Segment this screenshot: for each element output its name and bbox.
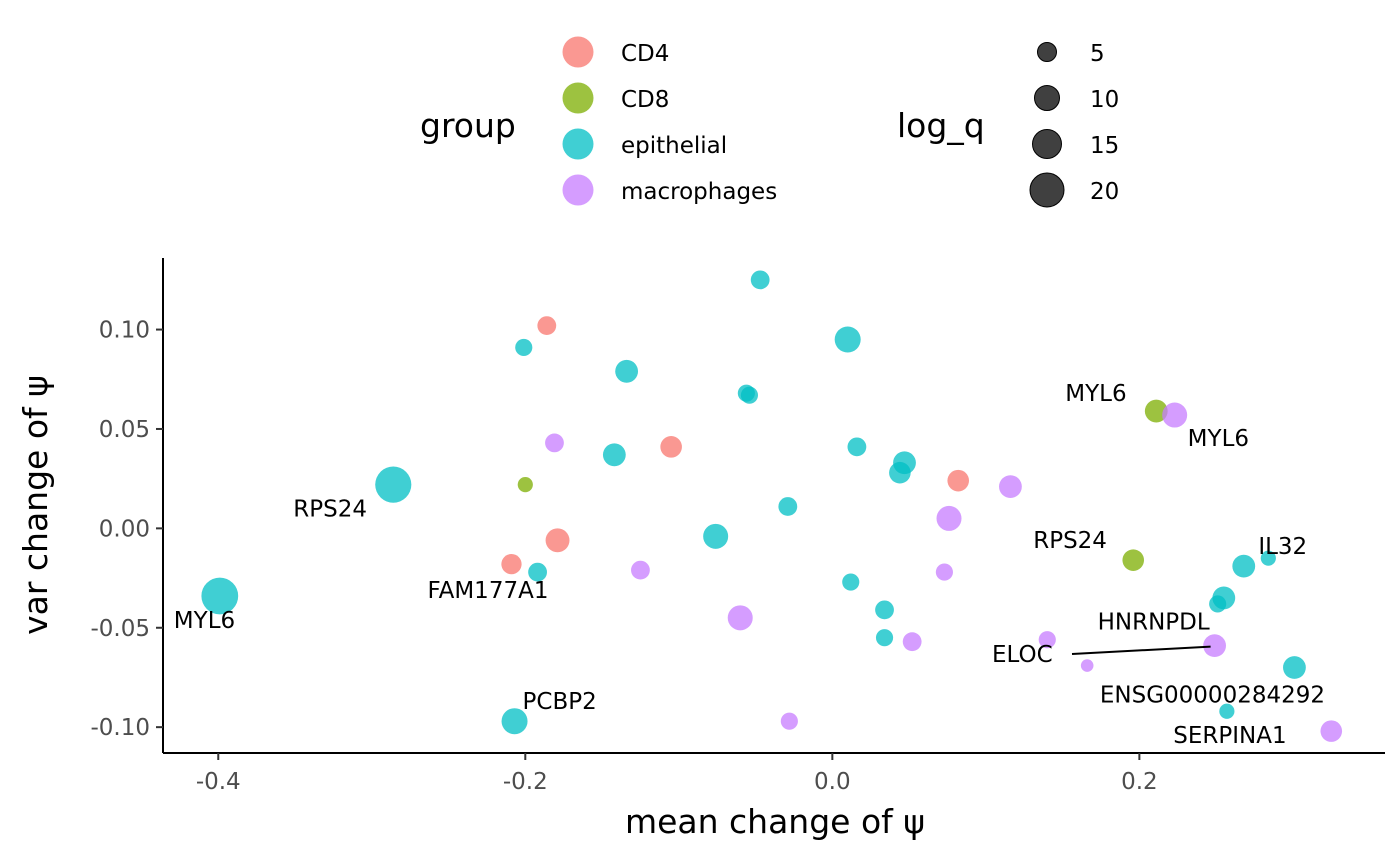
- data-point-macrophages: [780, 712, 798, 730]
- data-point-cd4: [537, 316, 557, 335]
- x-tick-label: -0.2: [503, 769, 548, 795]
- y-tick-label: 0.10: [99, 318, 150, 344]
- color-legend-title: group: [420, 106, 516, 145]
- x-tick-label: -0.4: [196, 769, 241, 795]
- x-axis-title: mean change of ψ: [625, 802, 925, 841]
- data-point-epithelial: [528, 562, 547, 582]
- data-point-epithelial: [375, 466, 412, 503]
- size-legend-swatch: [1029, 172, 1065, 208]
- data-point-macrophages: [1038, 631, 1056, 649]
- data-point-epithelial: [1283, 656, 1306, 679]
- point-label: IL32: [1258, 534, 1307, 560]
- point-label: RPS24: [293, 497, 367, 523]
- data-point-epithelial: [740, 386, 759, 404]
- legend-swatch: [562, 174, 594, 206]
- size-legend-swatch: [1032, 129, 1062, 159]
- y-tick-label: -0.05: [90, 616, 150, 642]
- data-point-epithelial: [1232, 554, 1256, 578]
- legend-label: macrophages: [621, 179, 777, 205]
- y-tick-label: -0.10: [90, 715, 150, 741]
- legend-swatch: [562, 36, 594, 68]
- data-point-macrophages: [935, 563, 953, 581]
- point-label: MYL6: [1065, 381, 1126, 407]
- data-point-epithelial: [847, 437, 867, 457]
- data-point-macrophages: [936, 505, 962, 531]
- size-legend-swatch: [1037, 42, 1057, 62]
- data-point-epithelial: [1209, 595, 1227, 613]
- data-point-epithelial: [703, 523, 729, 549]
- legend-label: CD8: [621, 87, 669, 113]
- legend-label: CD4: [621, 41, 669, 67]
- data-point-epithelial: [501, 708, 528, 735]
- point-label: PCBP2: [523, 689, 597, 715]
- data-point-cd4: [501, 554, 522, 575]
- point-label: HNRNPDL: [1098, 610, 1210, 636]
- point-label: MYL6: [174, 608, 235, 634]
- data-point-epithelial: [889, 461, 911, 484]
- point-label: ELOC: [992, 642, 1053, 668]
- data-point-macrophages: [902, 632, 922, 652]
- y-ticks: 0.10 0.05 0.00 -0.05 -0.10: [90, 318, 163, 741]
- color-legend-items: CD4 CD8 epithelial macrophages: [562, 36, 777, 206]
- point-label: ENSG00000284292: [1100, 682, 1325, 708]
- legend-swatch: [562, 82, 594, 114]
- data-point-epithelial: [875, 600, 894, 620]
- size-legend-label: 10: [1090, 87, 1119, 113]
- data-point-cd4: [947, 469, 970, 492]
- data-point-cd8: [517, 477, 533, 493]
- point-labels: FAM177A1 MYL6 RPS24 RPS24 MYL6 IL32 ENSG000002…: [174, 381, 1325, 749]
- y-axis-title: var change of ψ: [16, 375, 55, 635]
- x-ticks: -0.4 -0.2 0.0 0.2: [196, 753, 1158, 795]
- data-point-epithelial: [842, 573, 860, 591]
- data-point-macrophages: [1162, 402, 1188, 428]
- data-point-macrophages: [1080, 659, 1094, 672]
- x-tick-label: 0.2: [1121, 769, 1158, 795]
- data-point-macrophages: [545, 433, 564, 453]
- data-points: [201, 270, 1343, 742]
- axes: -0.4 -0.2 0.0 0.2 0.10 0.05 0.00 -0.05 -0.10 me…: [16, 258, 1385, 841]
- size-legend-label: 5: [1090, 41, 1105, 67]
- point-label: SERPINA1: [1173, 723, 1286, 749]
- data-point-cd8: [1144, 399, 1168, 423]
- data-point-epithelial: [875, 629, 894, 647]
- label-leader-line: [1071, 645, 1211, 655]
- data-point-epithelial: [201, 577, 239, 615]
- data-point-epithelial: [602, 443, 626, 467]
- y-tick-label: 0.05: [99, 417, 150, 443]
- point-label: RPS24: [1033, 528, 1107, 554]
- size-legend-items: 5 10 15 20: [1029, 41, 1119, 208]
- x-tick-label: 0.0: [814, 769, 851, 795]
- data-point-epithelial: [778, 497, 798, 516]
- legend-label: epithelial: [621, 133, 727, 159]
- data-point-epithelial: [1260, 550, 1276, 566]
- y-tick-label: 0.00: [99, 516, 150, 542]
- data-point-macrophages: [1203, 634, 1226, 658]
- data-point-epithelial: [834, 326, 861, 353]
- data-point-cd4: [660, 436, 682, 458]
- data-point-macrophages: [727, 605, 753, 631]
- data-point-macrophages: [631, 560, 650, 580]
- data-point-epithelial: [750, 270, 770, 290]
- size-legend-title: log_q: [897, 106, 985, 145]
- data-point-macrophages: [999, 475, 1022, 499]
- data-point-macrophages: [1320, 720, 1343, 742]
- point-label: MYL6: [1188, 426, 1249, 452]
- size-legend-label: 15: [1090, 133, 1119, 159]
- legend-swatch: [562, 128, 594, 160]
- data-point-cd4: [545, 528, 570, 553]
- size-legend-label: 20: [1090, 179, 1119, 205]
- data-point-cd8: [1122, 549, 1145, 571]
- size-legend-swatch: [1034, 85, 1060, 111]
- point-label: FAM177A1: [427, 578, 548, 604]
- data-point-epithelial: [1219, 703, 1235, 719]
- data-point-epithelial: [515, 338, 533, 357]
- data-point-epithelial: [615, 359, 639, 383]
